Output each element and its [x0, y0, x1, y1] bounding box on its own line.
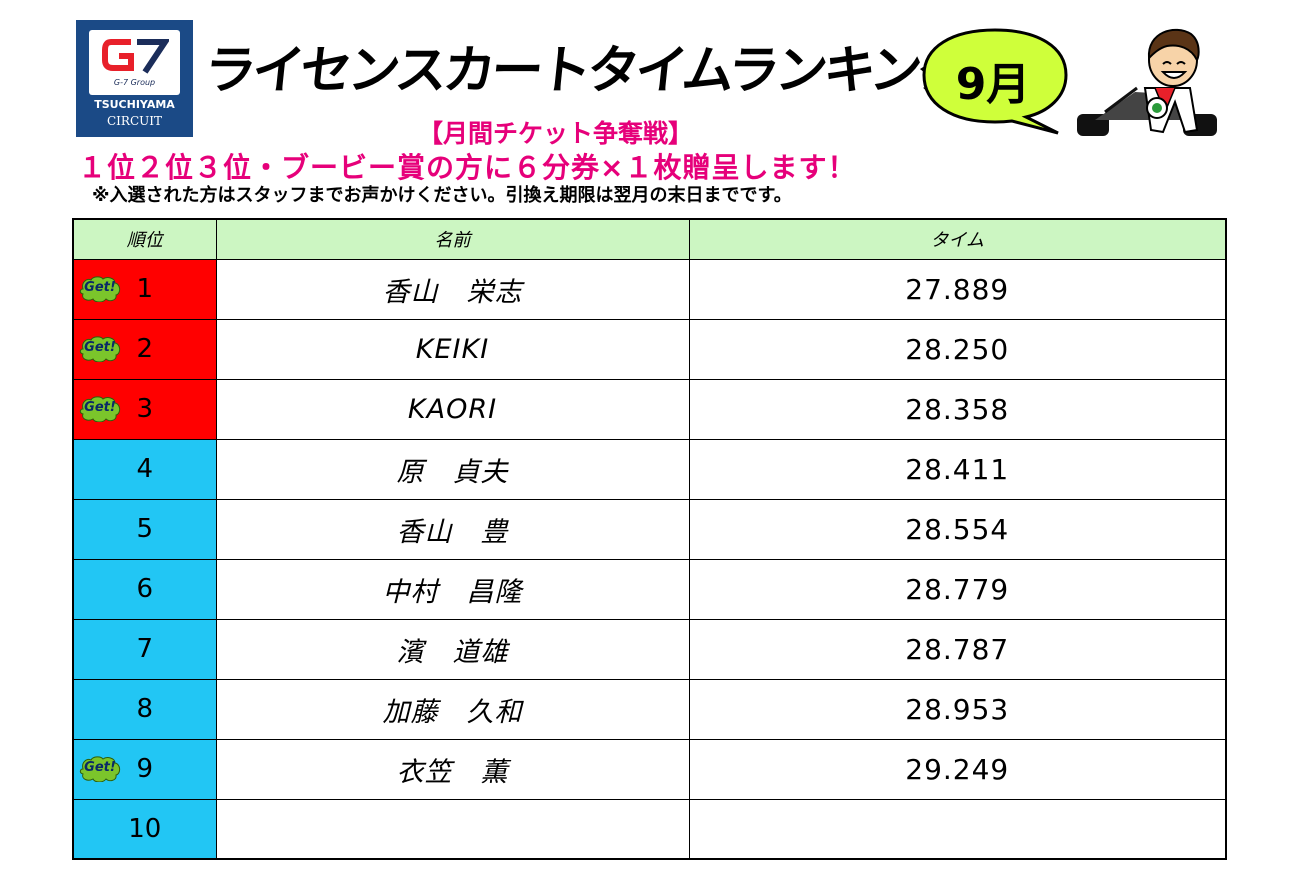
driver-name-cell: 衣笠 薫	[215, 738, 690, 800]
lap-time-cell: 28.554	[688, 498, 1227, 560]
lap-time-cell: 28.250	[688, 318, 1227, 380]
rank-number: 4	[136, 454, 154, 484]
subtitle: 【月間チケット争奪戦】	[418, 119, 694, 148]
table-row: 6 中村 昌隆 28.779	[72, 558, 1227, 620]
get-badge-label: Get!	[84, 400, 116, 415]
driver-name-cell: 香山 栄志	[215, 258, 690, 320]
logo-circuit-name: TSUCHIYAMA	[94, 98, 175, 111]
get-badge-label: Get!	[84, 280, 116, 295]
table-header-row: 順位 名前 タイム	[72, 218, 1227, 260]
rank-cell: Get! 2	[72, 318, 217, 380]
rank-number: 8	[136, 694, 154, 724]
lap-time-cell: 29.249	[688, 738, 1227, 800]
get-badge-icon: Get!	[79, 756, 121, 783]
table-row: 4 原 貞夫 28.411	[72, 438, 1227, 500]
rank-number: 3	[136, 394, 154, 424]
driver-name-cell: 加藤 久和	[215, 678, 690, 740]
rank-cell: Get! 1	[72, 258, 217, 320]
lap-time-cell: 28.787	[688, 618, 1227, 680]
page-title: ライセンスカートタイムランキング	[201, 41, 970, 101]
rank-number: 1	[136, 274, 154, 304]
mascot-kart-icon	[1077, 29, 1217, 136]
driver-name-cell: KAORI	[215, 378, 690, 440]
lap-time-cell: 28.358	[688, 378, 1227, 440]
lap-time-cell: 28.953	[688, 678, 1227, 740]
rank-cell: 4	[72, 438, 217, 500]
table-row: 10	[72, 798, 1227, 860]
get-badge-icon: Get!	[79, 336, 121, 363]
rank-cell: 5	[72, 498, 217, 560]
driver-name-cell: 中村 昌隆	[215, 558, 690, 620]
get-badge-icon: Get!	[79, 396, 121, 423]
header-rank: 順位	[72, 218, 217, 260]
rank-cell: 10	[72, 798, 217, 860]
rank-number: 6	[136, 574, 154, 604]
rank-number: 2	[136, 334, 154, 364]
header-time: タイム	[688, 218, 1227, 260]
lap-time-cell: 27.889	[688, 258, 1227, 320]
rank-number: 7	[136, 634, 154, 664]
get-badge-label: Get!	[84, 760, 116, 775]
month-label: 9月	[955, 59, 1031, 110]
rank-number: 10	[128, 813, 162, 844]
prize-line: １位２位３位・ブービー賞の方に６分券×１枚贈呈します！	[78, 151, 857, 184]
driver-name-cell: 原 貞夫	[215, 438, 690, 500]
g7-logo-icon	[102, 39, 169, 74]
rank-cell: 7	[72, 618, 217, 680]
rank-cell: Get! 9	[72, 738, 217, 800]
driver-name-cell: KEIKI	[215, 318, 690, 380]
ranking-table: 順位 名前 タイム Get! 1 香山 栄志 27.889 Get! 2 KEIKI 28.2…	[72, 218, 1227, 860]
rank-number: 9	[136, 754, 154, 784]
month-bubble-icon	[922, 28, 1068, 135]
logo-emblem: G-7 Group	[89, 30, 180, 95]
table-row: Get! 3 KAORI 28.358	[72, 378, 1227, 440]
header-name: 名前	[215, 218, 690, 260]
note-text: ※入選された方はスタッフまでお声かけください。引換え期限は翌月の末日までです。	[92, 185, 792, 206]
lap-time-cell: 28.411	[688, 438, 1227, 500]
rank-cell: 8	[72, 678, 217, 740]
rank-cell: Get! 3	[72, 378, 217, 440]
table-row: 8 加藤 久和 28.953	[72, 678, 1227, 740]
logo-group-text: G-7 Group	[113, 78, 156, 87]
get-badge-label: Get!	[84, 340, 116, 355]
driver-name-cell: 香山 豊	[215, 498, 690, 560]
table-row: Get! 2 KEIKI 28.250	[72, 318, 1227, 380]
logo-circuit-label: CIRCUIT	[107, 114, 162, 128]
driver-name-cell	[215, 798, 690, 860]
rank-number: 5	[136, 514, 154, 544]
lap-time-cell: 28.779	[688, 558, 1227, 620]
lap-time-cell	[688, 798, 1227, 860]
driver-name-cell: 濱 道雄	[215, 618, 690, 680]
get-badge-icon: Get!	[79, 276, 121, 303]
table-row: Get! 9 衣笠 薫 29.249	[72, 738, 1227, 800]
table-row: 7 濱 道雄 28.787	[72, 618, 1227, 680]
table-row: 5 香山 豊 28.554	[72, 498, 1227, 560]
table-row: Get! 1 香山 栄志 27.889	[72, 258, 1227, 320]
logo: G-7 Group TSUCHIYAMA CIRCUIT	[76, 20, 193, 137]
rank-cell: 6	[72, 558, 217, 620]
